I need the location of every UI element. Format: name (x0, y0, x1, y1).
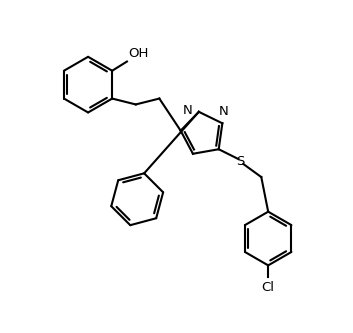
Text: OH: OH (128, 47, 149, 60)
Text: Cl: Cl (262, 281, 275, 294)
Text: N: N (219, 105, 229, 119)
Text: S: S (237, 155, 245, 168)
Text: N: N (183, 104, 193, 117)
